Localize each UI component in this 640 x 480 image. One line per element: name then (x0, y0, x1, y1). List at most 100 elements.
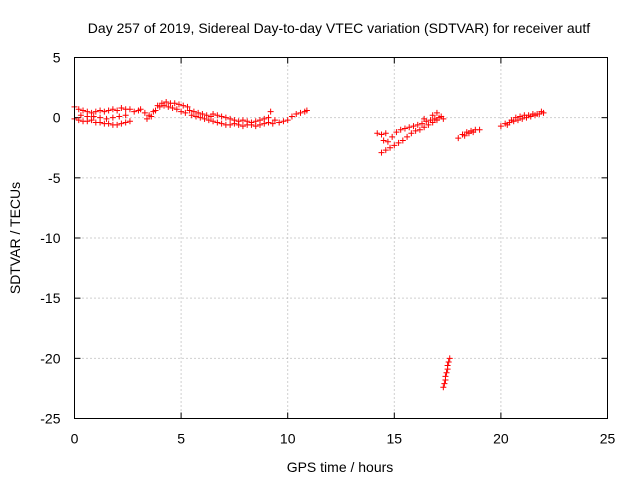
data-point (97, 114, 104, 121)
data-point (210, 111, 217, 118)
data-point (408, 130, 415, 137)
data-point (442, 376, 449, 383)
data-point (380, 137, 387, 144)
data-point (214, 112, 221, 119)
data-point (210, 118, 217, 125)
data-point (382, 147, 389, 154)
data-point (105, 120, 112, 127)
data-point (414, 121, 421, 128)
data-point (429, 119, 436, 126)
data-point (193, 113, 200, 120)
data-point (97, 107, 104, 114)
data-point (143, 115, 150, 122)
data-point (218, 120, 225, 127)
data-point (197, 114, 204, 121)
y-tick-label: -5 (48, 170, 61, 186)
data-point (114, 121, 121, 128)
y-tick-label: -15 (40, 290, 60, 306)
data-point (429, 112, 436, 119)
plot-frame (74, 57, 608, 419)
data-point (374, 130, 381, 137)
data-point (419, 120, 426, 127)
data-point (109, 106, 116, 113)
chart-title: Day 257 of 2019, Sidereal Day-to-day VTE… (88, 20, 591, 36)
y-tick-label: -20 (40, 350, 60, 366)
data-point (271, 117, 278, 124)
data-point (433, 117, 440, 124)
x-tick-label: 20 (493, 431, 509, 447)
data-point (239, 123, 246, 130)
data-point (465, 130, 472, 137)
data-point (195, 109, 202, 116)
data-point (497, 123, 504, 130)
data-point (441, 380, 448, 387)
data-point (244, 118, 251, 125)
data-point (461, 132, 468, 139)
data-point (75, 117, 82, 124)
x-tick-label: 0 (71, 431, 79, 447)
data-point (126, 118, 133, 125)
data-point (256, 121, 263, 128)
data-point (293, 111, 300, 118)
data-point (116, 113, 123, 120)
data-point (393, 129, 400, 136)
data-point (269, 120, 276, 127)
data-point (512, 114, 519, 121)
data-point (137, 106, 144, 113)
data-point (276, 119, 283, 126)
data-point (391, 142, 398, 149)
data-point (227, 115, 234, 122)
data-point (384, 138, 391, 145)
data-point (416, 126, 423, 133)
data-point (182, 109, 189, 116)
data-point (169, 105, 176, 112)
data-point (199, 111, 206, 118)
axis-ticks: 0 5 10 15 20 25 -25 -20 -15 -10 -5 0 5 (40, 50, 615, 447)
data-point (75, 106, 82, 113)
x-tick-label: 5 (177, 431, 185, 447)
data-point (297, 109, 304, 116)
data-point (261, 120, 268, 127)
data-point (165, 103, 172, 110)
data-point (508, 117, 515, 124)
data-point (190, 108, 197, 115)
data-point (131, 108, 138, 115)
data-point (387, 144, 394, 151)
data-point (239, 117, 246, 124)
data-point (470, 129, 477, 136)
data-point (443, 369, 450, 376)
data-point (122, 112, 129, 119)
data-point (399, 137, 406, 144)
data-point (440, 384, 447, 391)
data-point (382, 130, 389, 137)
y-tick-label: 5 (53, 50, 61, 66)
data-point (438, 113, 445, 120)
data-point (101, 108, 108, 115)
data-point (173, 106, 180, 113)
data-point (504, 121, 511, 128)
data-point (178, 108, 185, 115)
data-point (231, 120, 238, 127)
data-point (252, 123, 259, 130)
data-point (126, 106, 133, 113)
y-axis-label: SDTVAR / TECUs (7, 182, 23, 294)
data-point (534, 111, 541, 118)
data-point (222, 114, 229, 121)
data-point (525, 112, 532, 119)
y-tick-label: -10 (40, 230, 60, 246)
data-point (84, 113, 91, 120)
data-point (152, 107, 159, 114)
data-point (265, 119, 272, 126)
data-point (303, 107, 310, 114)
data-point (161, 102, 168, 109)
data-point (406, 124, 413, 131)
data-point (205, 117, 212, 124)
data-point (284, 117, 291, 124)
data-point (141, 109, 148, 116)
data-point (188, 112, 195, 119)
data-point (476, 126, 483, 133)
data-point (401, 125, 408, 132)
data-point (184, 103, 191, 110)
data-point (109, 114, 116, 121)
y-tick-label: 0 (53, 110, 61, 126)
